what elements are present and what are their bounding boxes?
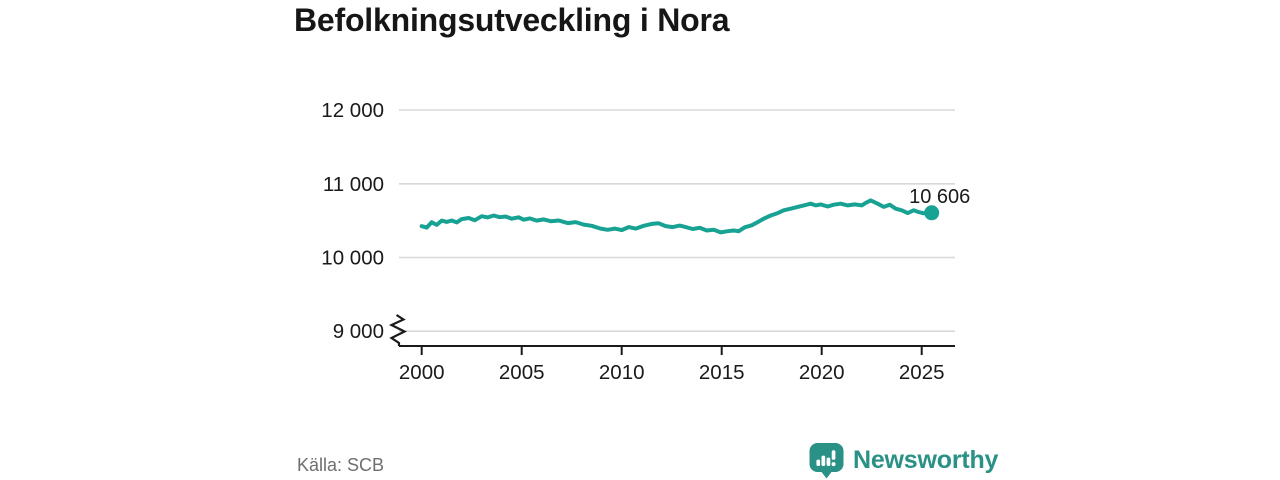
line-chart: 9 000 10 000 11 000 12 000 2000 2005 2010 2015 2… [321,99,970,384]
x-tick-label: 2025 [899,361,945,384]
end-value-label: 10 606 [909,186,970,208]
source-caption: Källa: SCB [297,455,385,475]
x-tick-label: 2000 [399,361,445,384]
end-point-marker [924,205,940,221]
x-tick-label: 2020 [799,361,845,384]
newsworthy-logo: Newsworthy [808,441,998,479]
newsworthy-bars-icon [809,443,844,479]
population-line [419,198,934,235]
x-tick-label: 2010 [599,361,645,384]
x-tick-label: 2015 [699,361,745,384]
x-tick-label: 2005 [499,361,545,384]
newsworthy-wordmark: Newsworthy [853,445,999,474]
y-axis-break-icon [388,314,407,346]
chart-title: Befolkningsutveckling i Nora [294,2,730,38]
y-tick-label: 9 000 [333,320,384,343]
y-tick-label: 10 000 [321,247,384,270]
y-tick-label: 11 000 [323,173,384,196]
y-tick-label: 12 000 [321,99,384,122]
